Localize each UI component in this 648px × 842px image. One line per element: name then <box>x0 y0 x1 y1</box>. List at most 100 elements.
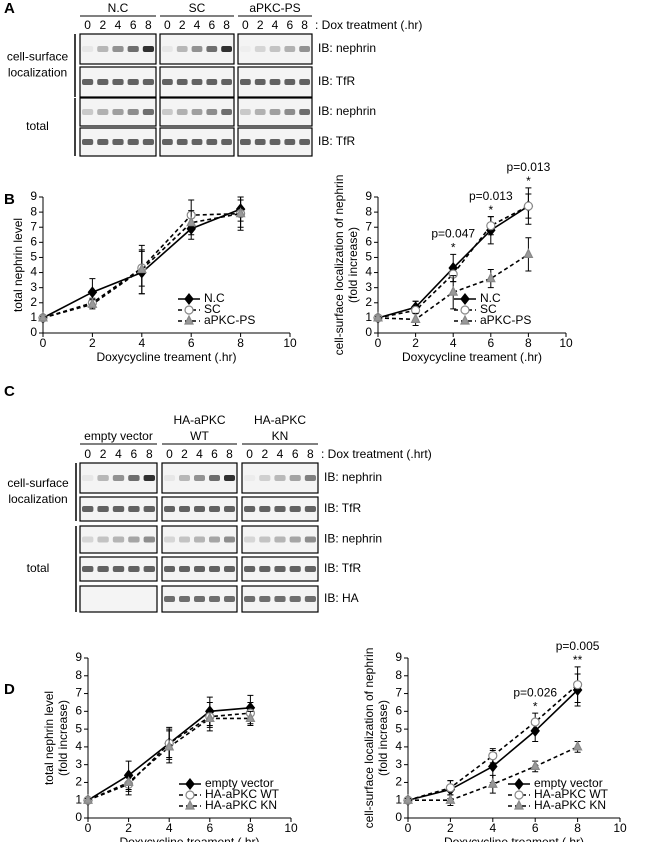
marker <box>488 751 498 761</box>
blot-band <box>221 109 232 115</box>
legend-label: HA-aPKC WT <box>534 787 609 801</box>
y-tick-label: 5 <box>365 250 372 264</box>
blot-band <box>143 475 155 481</box>
group-label: SC <box>189 1 206 15</box>
y-tick-label: 4 <box>75 739 82 753</box>
lane-label: 4 <box>277 447 284 461</box>
blot-band <box>164 566 175 572</box>
blot-band <box>304 536 316 543</box>
y-axis-label: total nephrin level <box>11 218 25 312</box>
blot-band <box>191 46 203 52</box>
panel-label: B <box>4 191 15 208</box>
blot-band <box>284 139 296 145</box>
marker <box>184 293 194 305</box>
blot-band <box>162 139 173 145</box>
blot-band <box>274 566 286 572</box>
blot-band <box>224 566 235 572</box>
y-tick-label: 2 <box>395 775 402 789</box>
y-tick-label: 8 <box>365 204 372 218</box>
blot-band <box>289 596 301 602</box>
blot-band <box>224 596 235 602</box>
blot-band <box>143 566 155 572</box>
blot-band <box>176 46 188 52</box>
legend-label: HA-aPKC KN <box>534 798 606 812</box>
blot-band <box>254 79 266 85</box>
legend-label: HA-aPKC WT <box>205 787 280 801</box>
blot-band <box>82 566 94 572</box>
y-tick-label: 5 <box>395 721 402 735</box>
blot-band <box>82 506 94 512</box>
x-tick-label: 4 <box>166 821 173 835</box>
marker <box>38 311 48 322</box>
marker <box>572 680 583 690</box>
blot-band <box>254 46 266 52</box>
blot-band <box>244 536 256 543</box>
legend-label: empty vector <box>534 776 603 790</box>
blot-band <box>112 566 125 572</box>
marker <box>245 712 256 723</box>
lane-label: 8 <box>226 447 233 461</box>
significance-mark: * <box>488 203 493 217</box>
x-tick-label: 0 <box>405 821 412 835</box>
significance-mark: * <box>533 699 538 713</box>
y-tick-label: 7 <box>30 219 37 233</box>
lane-label: 6 <box>211 447 218 461</box>
y-tick-label: 3 <box>365 280 372 294</box>
y-tick-label: 3 <box>75 757 82 771</box>
blot-band <box>176 79 188 85</box>
series-line <box>407 684 579 801</box>
y-tick-label: 4 <box>395 739 402 753</box>
blot-band <box>254 139 266 145</box>
y-tick-label: 3 <box>30 280 37 294</box>
blot-band <box>179 536 190 543</box>
group-label: HA-aPKC <box>173 413 225 427</box>
marker <box>184 314 194 325</box>
blot-band <box>112 109 124 115</box>
marker <box>460 293 470 305</box>
p-value: p=0.013 <box>469 189 513 203</box>
blot-band <box>240 109 251 115</box>
marker <box>485 272 496 283</box>
blot-band <box>191 109 203 115</box>
blot-band <box>209 506 220 512</box>
x-tick-label: 2 <box>412 336 419 350</box>
lane-label: 8 <box>301 18 308 32</box>
blot-band <box>97 46 109 52</box>
blot-band <box>143 506 155 512</box>
marker <box>523 201 534 211</box>
blot-band <box>176 109 188 115</box>
blot-band <box>206 79 218 85</box>
blot-band <box>221 46 232 52</box>
marker <box>185 778 195 790</box>
blot-band <box>299 139 310 145</box>
y-tick-label: 6 <box>395 704 402 718</box>
row-label: IB: TfR <box>318 74 355 88</box>
blot-band <box>176 139 188 145</box>
y-axis-label: cell-surface localization of nephrin <box>362 648 376 829</box>
lane-label: 0 <box>246 447 253 461</box>
y-axis-label: (fold increase) <box>56 700 70 776</box>
x-tick-label: 2 <box>447 821 454 835</box>
marker <box>514 799 524 810</box>
y-tick-label: 3 <box>395 757 402 771</box>
lane-label: 0 <box>84 447 91 461</box>
lane-label: 4 <box>194 18 201 32</box>
blot-band <box>284 46 296 52</box>
section-label: cell-surface <box>7 50 69 64</box>
blot-band <box>142 139 154 145</box>
y-tick-label: 6 <box>75 704 82 718</box>
lane-label: 8 <box>223 18 230 32</box>
blot-band <box>97 566 109 572</box>
lane-label: 2 <box>257 18 264 32</box>
p-value: p=0.013 <box>507 160 551 174</box>
blot-band <box>128 506 140 512</box>
marker <box>486 221 496 231</box>
blot-band <box>240 46 251 52</box>
blot-band <box>112 79 124 85</box>
lane-label: 0 <box>166 447 173 461</box>
x-axis-label: Doxycycline treament (.hr) <box>402 350 542 364</box>
blot-band <box>209 566 220 572</box>
blot-band <box>209 475 220 481</box>
